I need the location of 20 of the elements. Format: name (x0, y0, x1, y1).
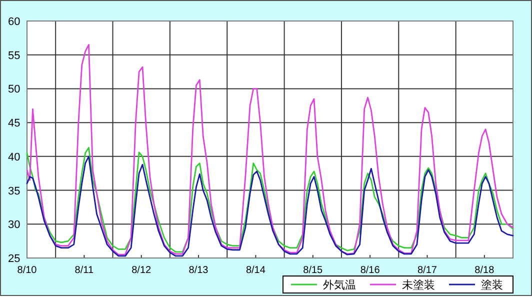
x-tick-label: 8/14 (246, 265, 266, 276)
x-tick-label: 8/13 (188, 265, 209, 276)
x-tick-label: 8/16 (360, 265, 380, 276)
x-tick-label: 8/17 (418, 265, 438, 276)
legend-label: 未塗装 (402, 278, 435, 292)
y-tick-label: 35 (8, 185, 20, 198)
y-tick-label: 25 (8, 253, 20, 265)
x-tick-label: 8/18 (474, 265, 495, 276)
x-tick-label: 8/15 (303, 265, 324, 276)
y-tick-label: 45 (8, 118, 20, 130)
y-tick-label: 60 (8, 16, 20, 28)
y-tick-label: 50 (8, 84, 20, 96)
x-tick-label: 8/12 (132, 265, 152, 276)
x-tick-label: 8/11 (74, 265, 94, 276)
y-tick-label: 40 (8, 151, 20, 164)
y-tick-label: 30 (8, 219, 20, 232)
x-tick-label: 8/10 (17, 265, 38, 276)
y-tick-label: 55 (8, 50, 20, 62)
legend-label: 塗装 (481, 278, 503, 292)
legend-label: 外気温 (323, 280, 356, 292)
